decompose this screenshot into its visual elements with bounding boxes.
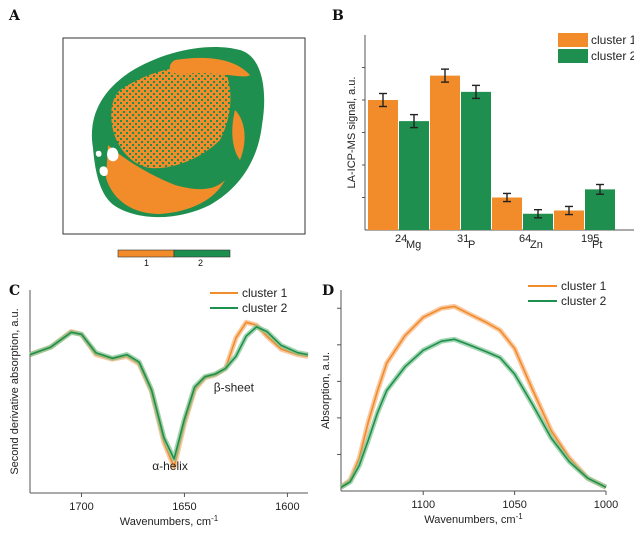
panel-letter-c: C xyxy=(9,283,21,299)
c-annotation-0: β-sheet xyxy=(214,381,255,395)
d-series-band-2 xyxy=(339,336,608,490)
c-x-axis-label: Wavenumbers, cm-1 xyxy=(120,514,219,529)
bar-cluster-1-Pt xyxy=(554,210,584,230)
panel-letter-d: D xyxy=(322,283,335,299)
b-tick-mass-Pt: 195 xyxy=(581,233,599,245)
d-series-line-cluster-1 xyxy=(340,305,607,489)
b-legend-label-2: cluster 2 xyxy=(591,49,634,63)
c-x-tick-label-1600: 1600 xyxy=(275,501,299,513)
map-legend-label-2: 2 xyxy=(198,258,204,268)
d-x-tick-label-1100: 1100 xyxy=(411,499,435,511)
d-x-axis-label: Wavenumbers, cm-1 xyxy=(424,512,523,527)
bar-cluster-2-Pt xyxy=(585,189,615,230)
b-y-axis-label: LA-ICP-MS signal, a.u. xyxy=(346,77,358,189)
b-legend-swatch-1 xyxy=(558,33,588,47)
d-y-axis-label: Absorption, a.u. xyxy=(320,352,332,429)
d-x-tick-label-1000: 1000 xyxy=(594,499,618,511)
d-series-line-cluster-2 xyxy=(340,338,607,489)
d-x-axis-label-sup: -1 xyxy=(516,512,524,521)
bar-cluster-2-Mg xyxy=(399,121,429,230)
c-annotation-1: α-helix xyxy=(152,459,188,473)
d-legend-label-2: cluster 2 xyxy=(561,294,607,308)
bar-cluster-1-Mg xyxy=(368,100,398,230)
b-tick-mass-Zn: 64 xyxy=(519,233,531,245)
c-x-tick-label-1700: 1700 xyxy=(69,501,93,513)
c-x-axis-label-sup: -1 xyxy=(211,514,219,523)
c-legend-label-1: cluster 1 xyxy=(242,286,288,300)
b-tick-element-Pt: Pt xyxy=(592,239,602,251)
b-tick-element-Mg: Mg xyxy=(406,239,421,251)
c-y-axis-label: Second derivative absorption, a.u. xyxy=(9,308,21,474)
c-legend-label-2: cluster 2 xyxy=(242,301,288,315)
bar-cluster-1-Zn xyxy=(492,197,522,230)
bar-cluster-2-Zn xyxy=(523,213,553,230)
b-legend-label-1: cluster 1 xyxy=(591,33,634,47)
c-series-line-cluster-2 xyxy=(29,326,309,460)
bar-cluster-1-P xyxy=(430,75,460,230)
b-legend-swatch-2 xyxy=(558,49,588,63)
d-legend-label-1: cluster 1 xyxy=(561,279,607,293)
b-tick-element-P: P xyxy=(468,239,475,251)
c-x-tick-label-1650: 1650 xyxy=(172,501,196,513)
b-tick-mass-P: 31 xyxy=(457,233,469,245)
map-legend-label-1: 1 xyxy=(144,258,150,268)
panel-letter-b: B xyxy=(332,8,344,24)
b-tick-element-Zn: Zn xyxy=(530,239,543,251)
bar-cluster-2-P xyxy=(461,91,491,230)
panel-letter-a: A xyxy=(9,8,20,24)
b-tick-mass-Mg: 24 xyxy=(395,233,407,245)
d-x-tick-label-1050: 1050 xyxy=(502,499,526,511)
